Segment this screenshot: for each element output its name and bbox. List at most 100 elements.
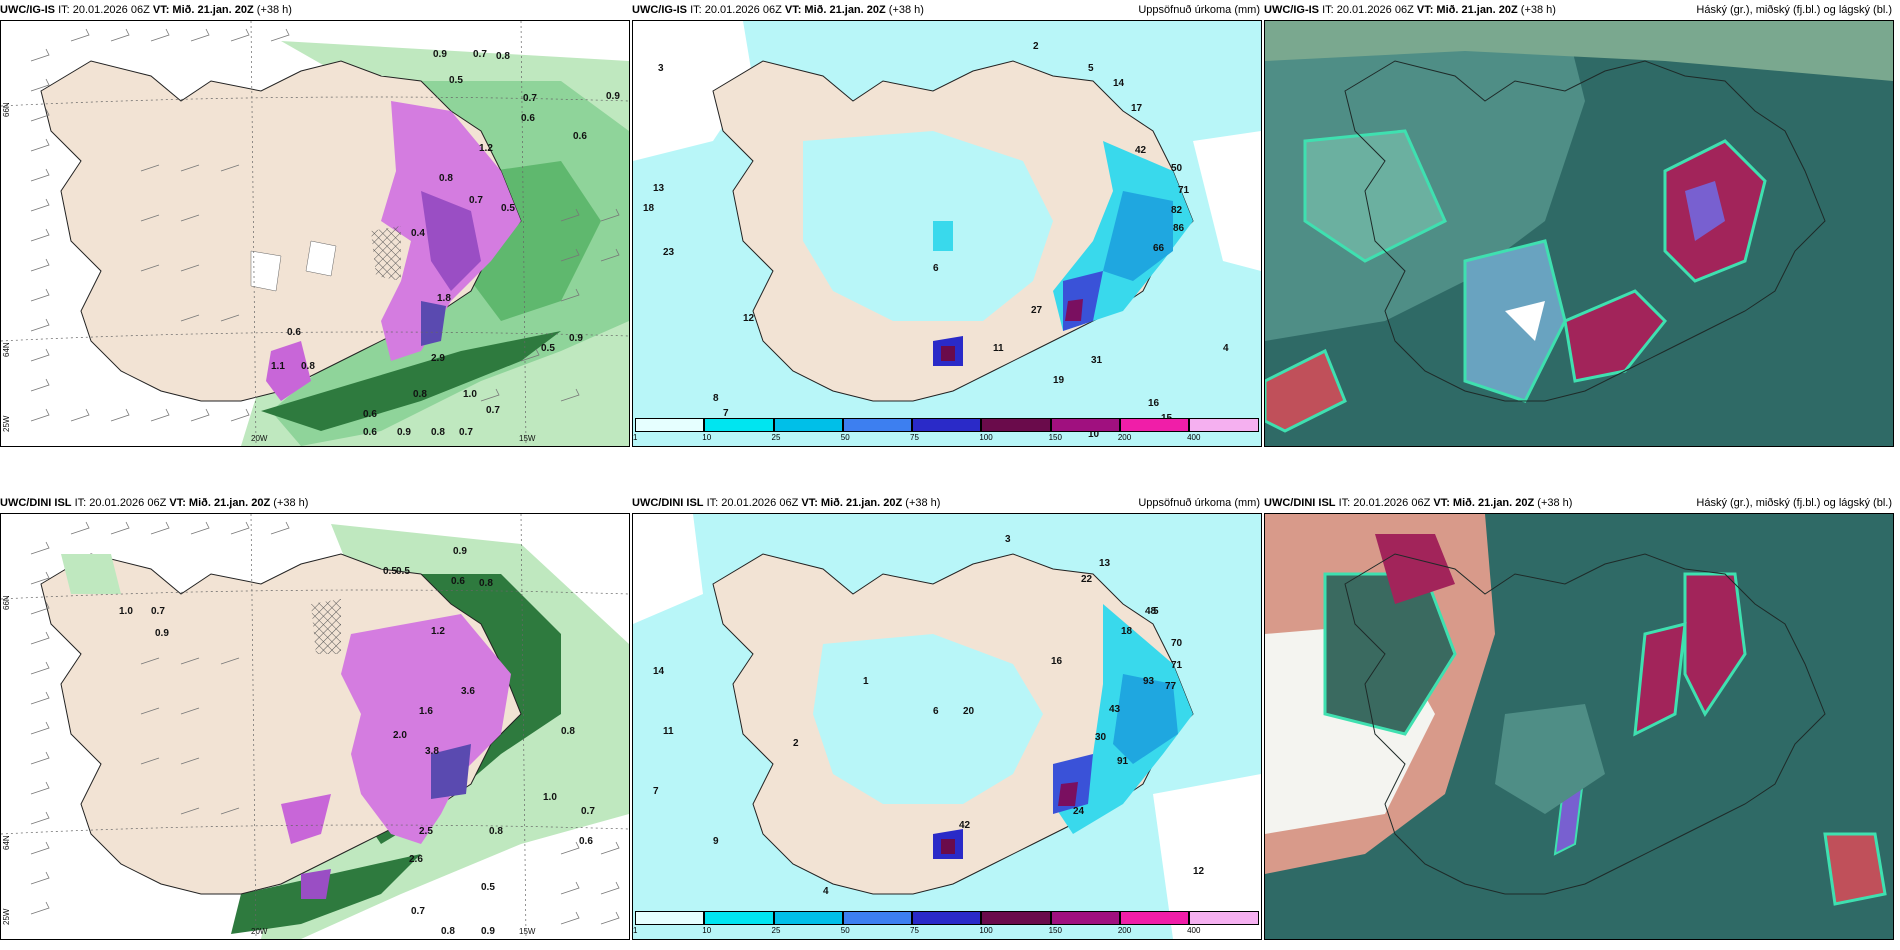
label: 48 xyxy=(1145,606,1157,617)
colorbar-tick: 50 xyxy=(840,926,850,935)
lead-time: (+38 h) xyxy=(273,497,309,509)
label: 2.9 xyxy=(431,353,445,364)
label: 1.2 xyxy=(479,143,493,154)
label: 0.6 xyxy=(363,427,377,438)
label: 0.7 xyxy=(411,906,425,917)
label: 2.6 xyxy=(409,854,423,865)
colorbar-seg xyxy=(635,418,705,432)
label: 0.9 xyxy=(606,91,620,102)
init-time: IT: 20.01.2026 06Z xyxy=(58,4,150,16)
lat-label: 66N xyxy=(2,595,11,610)
label: 12 xyxy=(1193,866,1205,877)
label: 0.7 xyxy=(459,427,473,438)
colorbar-tick: 75 xyxy=(910,926,919,935)
label: 0.6 xyxy=(363,409,377,420)
panel-bottom-right: UWC/DINI ISL IT: 20.01.2026 06Z VT: Mið.… xyxy=(1264,493,1894,943)
model-name: UWC/IG-IS xyxy=(1264,4,1319,16)
valid-time: VT: Mið. 21.jan. 20Z xyxy=(1416,4,1518,16)
label: 0.9 xyxy=(569,333,583,344)
precip-labels: 3 13 22 48 70 71 93 77 18 16 43 30 91 20… xyxy=(653,534,1205,897)
wind-map: 0.9 1.0 0.7 0.5 0.9 0.6 0.8 1.2 0.5 0.8 … xyxy=(0,513,630,940)
label: 0.8 xyxy=(413,389,427,400)
colorbar-seg xyxy=(842,418,913,432)
label: 0.6 xyxy=(579,836,593,847)
label: 0.7 xyxy=(151,606,165,617)
label: 0.9 xyxy=(155,628,169,639)
label: 1.6 xyxy=(419,706,433,717)
panel-header: UWC/DINI ISL IT: 20.01.2026 06Z VT: Mið.… xyxy=(632,493,1262,513)
panel-top-middle: UWC/IG-IS IT: 20.01.2026 06Z VT: Mið. 21… xyxy=(632,0,1262,450)
label: 1 xyxy=(863,676,869,687)
lead-time: (+38 h) xyxy=(256,4,292,16)
lat-label: 64N xyxy=(2,342,11,357)
label: 0.8 xyxy=(489,826,503,837)
label: 0.8 xyxy=(301,361,315,372)
valid-time: VT: Mið. 21.jan. 20Z xyxy=(784,4,886,16)
label: 70 xyxy=(1171,638,1183,649)
colorbar-tick: 150 xyxy=(1048,433,1062,442)
label: 10 xyxy=(1088,429,1100,440)
panel-header: UWC/IG-IS IT: 20.01.2026 06Z VT: Mið. 21… xyxy=(632,0,1262,20)
label: 6 xyxy=(933,706,939,717)
label: 0.9 xyxy=(481,926,495,937)
label: 7 xyxy=(723,408,729,419)
label: 22 xyxy=(1081,574,1093,585)
label: 1.0 xyxy=(543,792,557,803)
label: 14 xyxy=(653,666,665,677)
wind-barbs xyxy=(30,521,620,925)
lead-time: (+38 h) xyxy=(1520,4,1556,16)
precip-labels: 2 3 5 14 17 42 50 71 82 86 66 31 27 19 1… xyxy=(643,41,1229,440)
label: 1.8 xyxy=(437,293,451,304)
panel-header: UWC/DINI ISL IT: 20.01.2026 06Z VT: Mið.… xyxy=(1264,493,1894,513)
colorbar: 1 10 25 50 75 100 150 200 400 xyxy=(633,418,1259,444)
iceland-outline xyxy=(1344,60,1826,402)
colorbar-tick: 150 xyxy=(1048,926,1062,935)
label: 0.7 xyxy=(469,195,483,206)
label: 93 xyxy=(1143,676,1155,687)
init-time: IT: 20.01.2026 06Z xyxy=(1338,497,1431,509)
colorbar-seg xyxy=(912,911,982,925)
colorbar-tick: 400 xyxy=(1187,926,1201,935)
lead-time: (+38 h) xyxy=(1537,497,1573,509)
label: 13 xyxy=(653,183,665,194)
lon-label: 25W xyxy=(2,415,11,432)
lead-time: (+38 h) xyxy=(905,497,941,509)
label: 8 xyxy=(713,393,719,404)
model-name: UWC/DINI ISL xyxy=(632,497,704,509)
label: 4 xyxy=(1223,343,1229,354)
label: 0.8 xyxy=(441,926,455,937)
label: 30 xyxy=(1095,732,1107,743)
label: 12 xyxy=(743,313,755,324)
field-title: Háský (gr.), miðský (fj.bl.) og lágský (… xyxy=(1696,497,1892,509)
model-name: UWC/IG-IS xyxy=(632,4,687,16)
label: 23 xyxy=(663,247,675,258)
label: 11 xyxy=(663,726,674,737)
label: 0.9 xyxy=(453,546,467,557)
label: 18 xyxy=(1121,626,1133,637)
lon-label: 20W xyxy=(251,434,268,443)
label: 1.2 xyxy=(431,626,445,637)
label: 11 xyxy=(993,343,1004,354)
label: 91 xyxy=(1117,756,1129,767)
wind-barbs xyxy=(30,28,620,422)
label: 5 xyxy=(1088,63,1094,74)
panel-header: UWC/IG-IS IT: 20.01.2026 06Z VT: Mið. 21… xyxy=(1264,0,1894,20)
label: 6 xyxy=(933,263,939,274)
colorbar-seg xyxy=(912,418,982,432)
label: 0.9 xyxy=(433,49,447,60)
valid-time: VT: Mið. 21.jan. 20Z xyxy=(152,4,254,16)
colorbar-tick: 50 xyxy=(840,433,850,442)
init-time: IT: 20.01.2026 06Z xyxy=(706,497,799,509)
lon-label: 15W xyxy=(519,434,536,443)
colorbar-tick: 400 xyxy=(1187,433,1201,442)
init-time: IT: 20.01.2026 06Z xyxy=(74,497,167,509)
colorbar-seg xyxy=(1050,418,1120,432)
label: 3.8 xyxy=(425,746,439,757)
valid-time: VT: Mið. 21.jan. 20Z xyxy=(169,497,271,509)
label: 19 xyxy=(1053,375,1065,386)
colorbar-tick: 25 xyxy=(771,926,781,935)
colorbar-tick: 10 xyxy=(702,433,712,442)
label: 66 xyxy=(1153,243,1165,254)
label: 16 xyxy=(1051,656,1063,667)
colorbar-tick: 75 xyxy=(910,433,919,442)
